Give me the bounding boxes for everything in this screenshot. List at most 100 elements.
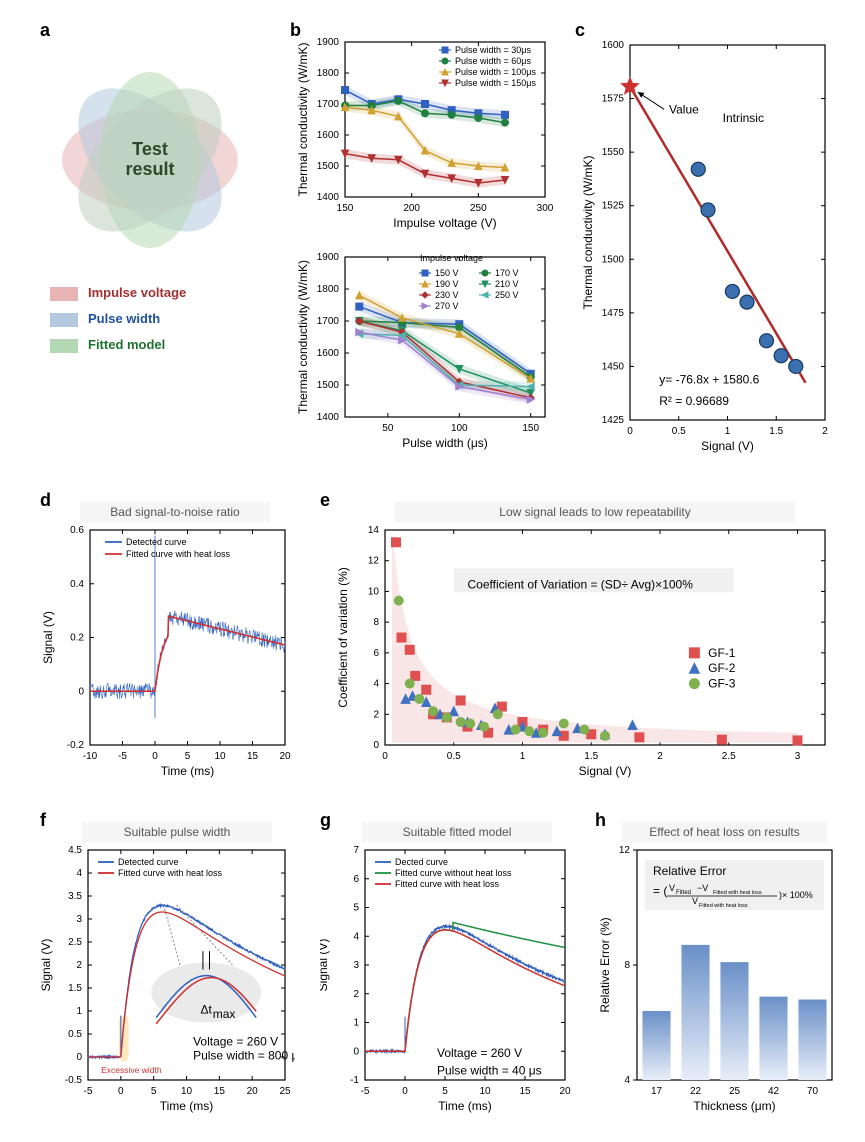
svg-text:Relative Error: Relative Error	[653, 864, 726, 878]
svg-text:Signal (V): Signal (V)	[701, 439, 754, 453]
svg-text:15: 15	[519, 1086, 531, 1097]
svg-text:Time (ms): Time (ms)	[438, 1099, 492, 1113]
svg-text:1: 1	[76, 1006, 82, 1017]
svg-text:Impulse voltage: Impulse voltage	[420, 253, 483, 263]
svg-text:1400: 1400	[317, 412, 340, 423]
svg-text:150 V: 150 V	[435, 268, 459, 278]
svg-text:Voltage = 260 V: Voltage = 260 V	[193, 1035, 278, 1049]
svg-text:Relative Error (%): Relative Error (%)	[598, 917, 612, 1012]
chart-h-title: Effect of heat loss on results	[622, 822, 827, 842]
svg-text:Signal (V): Signal (V)	[320, 939, 330, 992]
svg-text:Signal (V): Signal (V)	[579, 764, 632, 778]
svg-text:= (: = (	[653, 884, 667, 898]
svg-text:70: 70	[807, 1086, 819, 1097]
svg-text:Fitted curve with heat loss: Fitted curve with heat loss	[395, 879, 500, 889]
svg-text:Fitted: Fitted	[676, 890, 691, 896]
svg-text:R² = 0.96689: R² = 0.96689	[659, 394, 729, 408]
svg-text:Detected curve: Detected curve	[126, 537, 187, 547]
panel-label-f: f	[40, 810, 46, 831]
svg-text:Δt: Δt	[201, 1002, 213, 1016]
svg-text:GF-3: GF-3	[708, 677, 736, 691]
svg-text:Dected curve: Dected curve	[395, 857, 448, 867]
svg-text:Intrinsic: Intrinsic	[723, 111, 764, 125]
svg-text:GF-1: GF-1	[708, 646, 736, 660]
panel-label-a: a	[40, 20, 50, 41]
svg-text:Thickness (μm): Thickness (μm)	[693, 1099, 775, 1113]
svg-text:1425: 1425	[602, 415, 625, 426]
svg-text:50: 50	[382, 423, 394, 434]
svg-text:V: V	[692, 896, 698, 906]
svg-text:150: 150	[337, 203, 354, 214]
svg-text:Value: Value	[669, 103, 699, 117]
svg-text:0: 0	[76, 1052, 82, 1063]
svg-text:Fitted with heat loss: Fitted with heat loss	[713, 890, 762, 896]
svg-text:Fitted curve with heat loss: Fitted curve with heat loss	[126, 549, 231, 559]
chart-d: -10-505101520-0.200.20.40.6Time (ms)Sign…	[40, 520, 295, 790]
svg-text:4: 4	[76, 868, 82, 879]
svg-text:Coefficient of Variation = (S: Coefficient of Variation = (SD÷ Avg)×100…	[468, 577, 694, 591]
svg-text:3: 3	[795, 751, 801, 762]
svg-text:Thermal conductivity (W/mK): Thermal conductivity (W/mK)	[296, 42, 310, 196]
svg-text:result: result	[125, 159, 174, 179]
svg-text:1: 1	[725, 426, 731, 437]
svg-text:1: 1	[353, 1018, 359, 1029]
svg-text:0: 0	[152, 751, 158, 762]
svg-text:2: 2	[353, 989, 359, 1000]
svg-text:1475: 1475	[602, 308, 625, 319]
svg-text:2: 2	[76, 960, 82, 971]
svg-text:2.5: 2.5	[722, 751, 736, 762]
svg-text:2.5: 2.5	[68, 937, 82, 948]
svg-text:15: 15	[214, 1086, 226, 1097]
svg-text:Thermal conductivity (W/mK): Thermal conductivity (W/mK)	[581, 155, 595, 309]
svg-text:Pulse width (μs): Pulse width (μs)	[402, 436, 488, 450]
svg-text:1700: 1700	[317, 99, 340, 110]
chart-d-title: Bad signal-to-noise ratio	[80, 502, 270, 522]
venn-legend: Impulse voltagePulse widthFitted model	[50, 280, 186, 358]
svg-text:Pulse width = 60μs: Pulse width = 60μs	[455, 56, 531, 66]
svg-text:17: 17	[651, 1086, 663, 1097]
svg-text:1600: 1600	[317, 348, 340, 359]
svg-text:-0.2: -0.2	[67, 740, 85, 751]
svg-text:1500: 1500	[602, 254, 625, 265]
svg-text:Excessive width: Excessive width	[101, 1065, 162, 1075]
svg-text:1700: 1700	[317, 316, 340, 327]
svg-text:-10: -10	[83, 751, 98, 762]
svg-text:-5: -5	[84, 1086, 93, 1097]
svg-text:0.5: 0.5	[68, 1029, 82, 1040]
svg-text:Pulse width = 150μs: Pulse width = 150μs	[455, 78, 536, 88]
svg-text:3: 3	[76, 914, 82, 925]
svg-text:10: 10	[479, 1086, 491, 1097]
svg-text:-5: -5	[361, 1086, 370, 1097]
svg-text:1500: 1500	[317, 161, 340, 172]
svg-text:Time (ms): Time (ms)	[160, 1099, 214, 1113]
svg-text:8: 8	[624, 960, 630, 971]
svg-text:Pulse width = 30μs: Pulse width = 30μs	[455, 45, 531, 55]
svg-text:3: 3	[353, 960, 359, 971]
svg-text:150: 150	[522, 423, 539, 434]
svg-text:10: 10	[368, 586, 380, 597]
svg-text:10: 10	[181, 1086, 193, 1097]
svg-text:270 V: 270 V	[435, 301, 459, 311]
svg-text:12: 12	[368, 556, 380, 567]
svg-text:190 V: 190 V	[435, 279, 459, 289]
svg-text:1800: 1800	[317, 68, 340, 79]
svg-text:1800: 1800	[317, 284, 340, 295]
svg-text:0: 0	[382, 751, 388, 762]
svg-text:V: V	[669, 883, 675, 893]
panel-label-d: d	[40, 490, 51, 511]
svg-text:0: 0	[373, 740, 379, 751]
chart-b-bottom: 50100150140015001600170018001900Pulse wi…	[295, 245, 560, 455]
svg-text:0.2: 0.2	[70, 633, 84, 644]
panel-label-g: g	[320, 810, 331, 831]
svg-text:1500: 1500	[317, 380, 340, 391]
svg-text:Coefficient of variation (%): Coefficient of variation (%)	[336, 567, 350, 708]
svg-text:-1: -1	[350, 1075, 359, 1086]
svg-text:20: 20	[559, 1086, 571, 1097]
svg-text:5: 5	[442, 1086, 448, 1097]
svg-text:15: 15	[247, 751, 259, 762]
svg-text:1450: 1450	[602, 361, 625, 372]
svg-text:7: 7	[353, 845, 359, 856]
svg-text:Test: Test	[132, 139, 168, 159]
svg-text:4: 4	[624, 1075, 630, 1086]
svg-text:20: 20	[247, 1086, 259, 1097]
